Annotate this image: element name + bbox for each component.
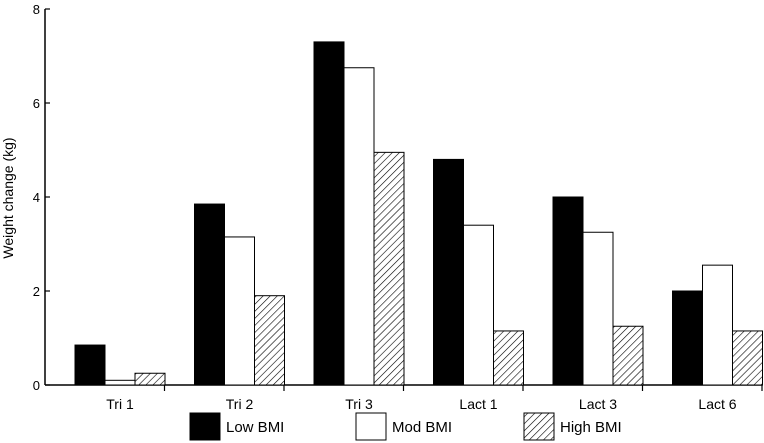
bar-mod-bmi-tri-3	[343, 67, 375, 386]
bar-mod-bmi-lact-1	[463, 224, 494, 386]
y-tick-label: 6	[33, 96, 40, 111]
bars	[74, 41, 763, 386]
x-tick-label: Tri 1	[106, 396, 134, 412]
legend: Low BMI Mod BMI High BMI	[189, 412, 622, 441]
bar-high-bmi-lact-6	[732, 330, 763, 386]
bar-high-bmi-tri-3	[373, 151, 405, 386]
x-tick-label: Tri 3	[345, 396, 373, 412]
bar-low-bmi-lact-3	[552, 196, 584, 386]
bar-high-bmi-tri-1	[134, 372, 166, 386]
x-tick-label: Tri 2	[226, 396, 254, 412]
x-axis: Tri 1 Tri 2 Tri 3 Lact 1 Lact 3 Lact 6	[45, 384, 763, 412]
legend-swatch-high-bmi	[523, 412, 555, 441]
y-tick-label: 2	[33, 284, 40, 299]
bar-high-bmi-tri-2	[254, 295, 285, 386]
bar-low-bmi-tri-3	[313, 41, 345, 386]
bar-low-bmi-tri-2	[194, 203, 225, 386]
y-axis: 0 2 4 6 8	[33, 2, 50, 393]
legend-label: High BMI	[560, 419, 622, 436]
bar-high-bmi-lact-3	[612, 325, 644, 386]
y-tick-label: 4	[33, 190, 40, 205]
bar-low-bmi-lact-6	[672, 290, 703, 386]
legend-label: Mod BMI	[392, 419, 452, 436]
bar-mod-bmi-lact-6	[702, 264, 733, 386]
y-tick-label: 0	[33, 378, 40, 393]
bar-mod-bmi-lact-3	[582, 231, 614, 386]
legend-swatch-low-bmi	[189, 412, 221, 441]
bar-mod-bmi-tri-1	[104, 379, 136, 386]
bar-high-bmi-lact-1	[493, 330, 524, 386]
bar-low-bmi-tri-1	[74, 344, 106, 386]
x-tick-label: Lact 6	[698, 396, 736, 412]
y-axis-title: Weight change (kg)	[0, 137, 16, 258]
legend-swatch-mod-bmi	[355, 412, 387, 441]
x-tick-label: Lact 1	[459, 396, 497, 412]
bar-mod-bmi-tri-2	[224, 236, 255, 386]
legend-label: Low BMI	[226, 419, 284, 436]
y-tick-label: 8	[33, 2, 40, 17]
x-tick-label: Lact 3	[579, 396, 617, 412]
bar-low-bmi-lact-1	[433, 158, 464, 386]
